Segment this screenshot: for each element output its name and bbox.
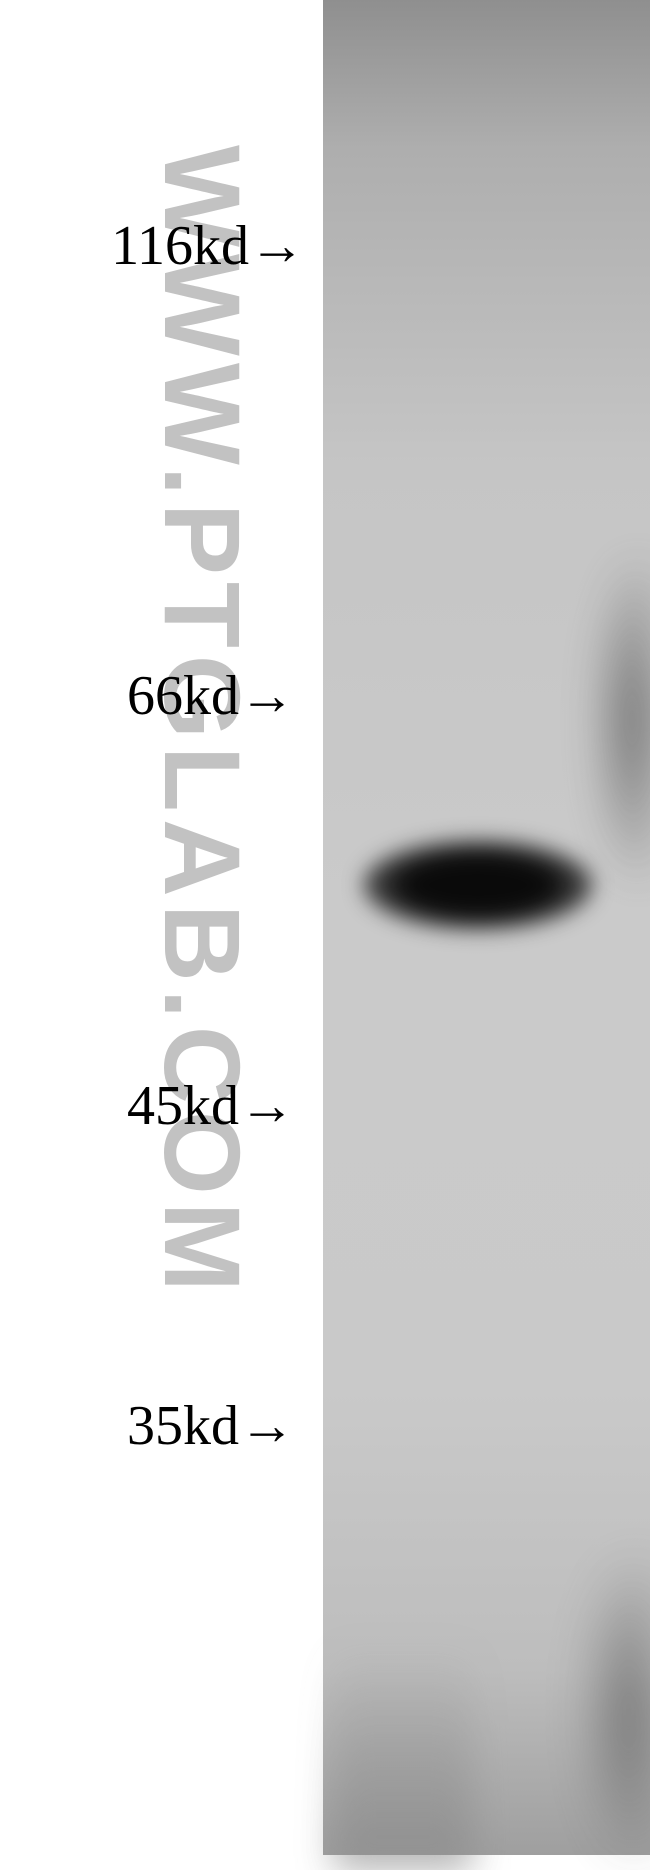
marker-116kd: 116kd→ xyxy=(0,212,305,278)
marker-arrow: → xyxy=(249,213,305,276)
main-protein-band xyxy=(363,840,593,930)
blot-container: WWW.PTGLAB.COM 116kd→ 66kd→ 45kd→ 35kd→ xyxy=(0,0,650,1855)
marker-label-text: 116kd xyxy=(111,215,249,277)
marker-label-text: 35kd xyxy=(127,1395,239,1457)
edge-smudge-right-lower xyxy=(590,1560,650,1860)
marker-arrow: → xyxy=(239,663,295,726)
marker-arrow: → xyxy=(239,1393,295,1456)
marker-35kd: 35kd→ xyxy=(0,1392,295,1458)
marker-45kd: 45kd→ xyxy=(0,1072,295,1138)
marker-label-text: 66kd xyxy=(127,665,239,727)
marker-66kd: 66kd→ xyxy=(0,662,295,728)
blot-lane xyxy=(323,0,650,1855)
marker-label-text: 45kd xyxy=(127,1075,239,1137)
edge-smudge-right-upper xyxy=(600,560,650,880)
marker-arrow: → xyxy=(239,1073,295,1136)
edge-smudge-left-lower xyxy=(333,1640,473,1870)
